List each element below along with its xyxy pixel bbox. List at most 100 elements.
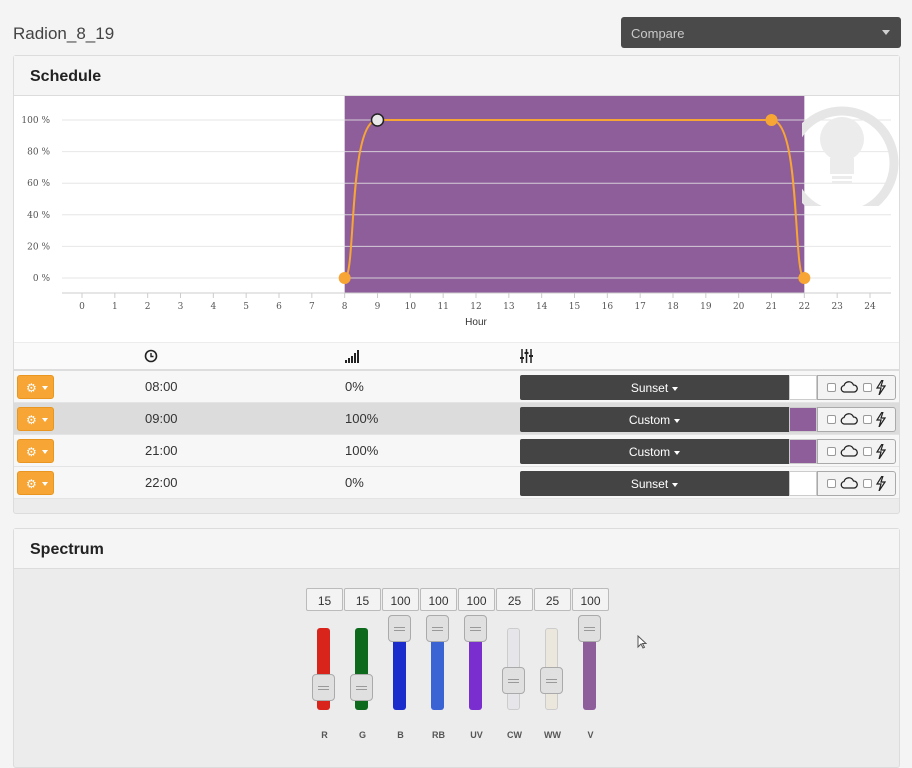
channel-label: WW xyxy=(544,730,561,740)
caret-down-icon xyxy=(42,418,48,422)
schedule-row: ⚙ 22:00 0% Sunset xyxy=(14,467,899,499)
channel-value-input[interactable]: 15 xyxy=(344,588,381,611)
schedule-panel: Schedule 0 % 20 % 40 % 60 % 80 % 100 % 0 1 2 3 4 5 6… xyxy=(13,55,900,514)
channel-slider-thumb[interactable] xyxy=(578,615,601,642)
channel-value-input[interactable]: 15 xyxy=(306,588,343,611)
mode-label: Sunset xyxy=(630,477,669,491)
channel-slider-thumb[interactable] xyxy=(540,666,563,694)
row-settings-button[interactable]: ⚙ xyxy=(17,439,54,463)
schedule-chart[interactable]: 0 % 20 % 40 % 60 % 80 % 100 % 0 1 2 3 4 5 6 7 8 9 10 11 12… xyxy=(14,96,899,342)
selected-data-point xyxy=(370,113,385,127)
cloud-checkbox[interactable] xyxy=(827,447,836,456)
color-swatch[interactable] xyxy=(789,407,817,432)
channel-value-input[interactable]: 100 xyxy=(382,588,419,611)
x-tick-label: 7 xyxy=(309,302,315,312)
mode-dropdown[interactable]: Sunset xyxy=(520,471,789,496)
channel-rb: 100 RB xyxy=(420,588,457,740)
channel-label: V xyxy=(587,730,594,740)
y-tick-label: 40 % xyxy=(27,211,50,221)
mode-dropdown[interactable]: Sunset xyxy=(520,375,789,400)
row-time: 09:00 xyxy=(145,411,178,426)
channel-v: 100 V xyxy=(572,588,609,740)
x-tick-label: 4 xyxy=(210,302,216,312)
lightbulb-icon xyxy=(802,96,899,206)
lightning-icon xyxy=(875,443,887,464)
x-tick-label: 12 xyxy=(470,302,481,312)
channel-uv: 100 UV xyxy=(458,588,495,740)
y-tick-label: 100 % xyxy=(21,116,50,126)
channel-label: G xyxy=(358,730,366,740)
x-tick-label: 8 xyxy=(342,302,348,312)
caret-down-icon xyxy=(674,450,681,455)
x-tick-label: 10 xyxy=(405,302,417,312)
schedule-table-header xyxy=(14,343,899,371)
row-settings-button[interactable]: ⚙ xyxy=(17,471,54,495)
y-tick-label: 80 % xyxy=(27,148,50,158)
row-settings-button[interactable]: ⚙ xyxy=(17,375,54,399)
channel-label: CW xyxy=(507,730,522,740)
channel-slider-thumb[interactable] xyxy=(426,615,449,642)
row-options xyxy=(817,471,896,496)
x-tick-label: 20 xyxy=(733,302,745,312)
x-tick-label: 19 xyxy=(700,302,712,312)
storm-checkbox[interactable] xyxy=(863,479,872,488)
data-point xyxy=(338,272,351,284)
row-options xyxy=(817,407,896,432)
channel-label: R xyxy=(321,730,328,740)
active-period-band xyxy=(344,96,805,293)
row-time: 08:00 xyxy=(145,379,178,394)
x-tick-label: 17 xyxy=(634,302,646,312)
page-title: Radion_8_19 xyxy=(13,24,115,43)
gear-icon: ⚙ xyxy=(26,381,37,395)
schedule-heading: Schedule xyxy=(14,56,899,96)
channel-label: B xyxy=(397,730,404,740)
mode-dropdown[interactable]: Custom xyxy=(520,439,789,464)
channel-slider-thumb[interactable] xyxy=(388,615,411,642)
storm-checkbox[interactable] xyxy=(863,383,872,392)
mode-dropdown[interactable]: Custom xyxy=(520,407,789,432)
x-tick-label: 21 xyxy=(766,302,777,312)
color-swatch[interactable] xyxy=(789,439,817,464)
channel-b: 100 B xyxy=(382,588,419,740)
storm-checkbox[interactable] xyxy=(863,415,872,424)
channel-slider-thumb[interactable] xyxy=(502,666,525,694)
channel-value-input[interactable]: 100 xyxy=(420,588,457,611)
channel-slider-thumb[interactable] xyxy=(312,673,335,701)
channel-slider-thumb[interactable] xyxy=(350,673,373,701)
x-tick-label: 18 xyxy=(667,302,679,312)
cloud-checkbox[interactable] xyxy=(827,479,836,488)
spectrum-heading: Spectrum xyxy=(14,529,899,569)
cloud-checkbox[interactable] xyxy=(827,415,836,424)
row-intensity: 100% xyxy=(345,411,379,426)
channel-value-input[interactable]: 100 xyxy=(572,588,609,611)
cloud-icon xyxy=(840,476,858,495)
channel-slider-track[interactable] xyxy=(393,628,406,710)
schedule-row: ⚙ 08:00 0% Sunset xyxy=(14,371,899,403)
color-swatch[interactable] xyxy=(789,375,817,400)
color-swatch[interactable] xyxy=(789,471,817,496)
cloud-checkbox[interactable] xyxy=(827,383,836,392)
channel-slider-track[interactable] xyxy=(469,628,482,710)
channel-slider-thumb[interactable] xyxy=(464,615,487,642)
x-tick-label: 23 xyxy=(831,302,843,312)
row-time: 21:00 xyxy=(145,443,178,458)
compare-select[interactable]: Compare xyxy=(621,17,901,48)
channel-value-input[interactable]: 25 xyxy=(534,588,571,611)
row-options xyxy=(817,375,896,400)
x-tick-label: 2 xyxy=(145,302,151,312)
channel-slider-track[interactable] xyxy=(431,628,444,710)
storm-checkbox[interactable] xyxy=(863,447,872,456)
caret-down-icon xyxy=(672,386,679,391)
row-time: 22:00 xyxy=(145,475,178,490)
x-tick-label: 24 xyxy=(864,302,876,312)
mode-label: Custom xyxy=(628,445,671,459)
caret-down-icon xyxy=(42,386,48,390)
cloud-icon xyxy=(840,412,858,431)
y-tick-label: 60 % xyxy=(27,179,50,189)
channel-value-input[interactable]: 100 xyxy=(458,588,495,611)
mode-label: Sunset xyxy=(630,381,669,395)
mode-label: Custom xyxy=(628,413,671,427)
channel-value-input[interactable]: 25 xyxy=(496,588,533,611)
row-settings-button[interactable]: ⚙ xyxy=(17,407,54,431)
channel-slider-track[interactable] xyxy=(583,628,596,710)
